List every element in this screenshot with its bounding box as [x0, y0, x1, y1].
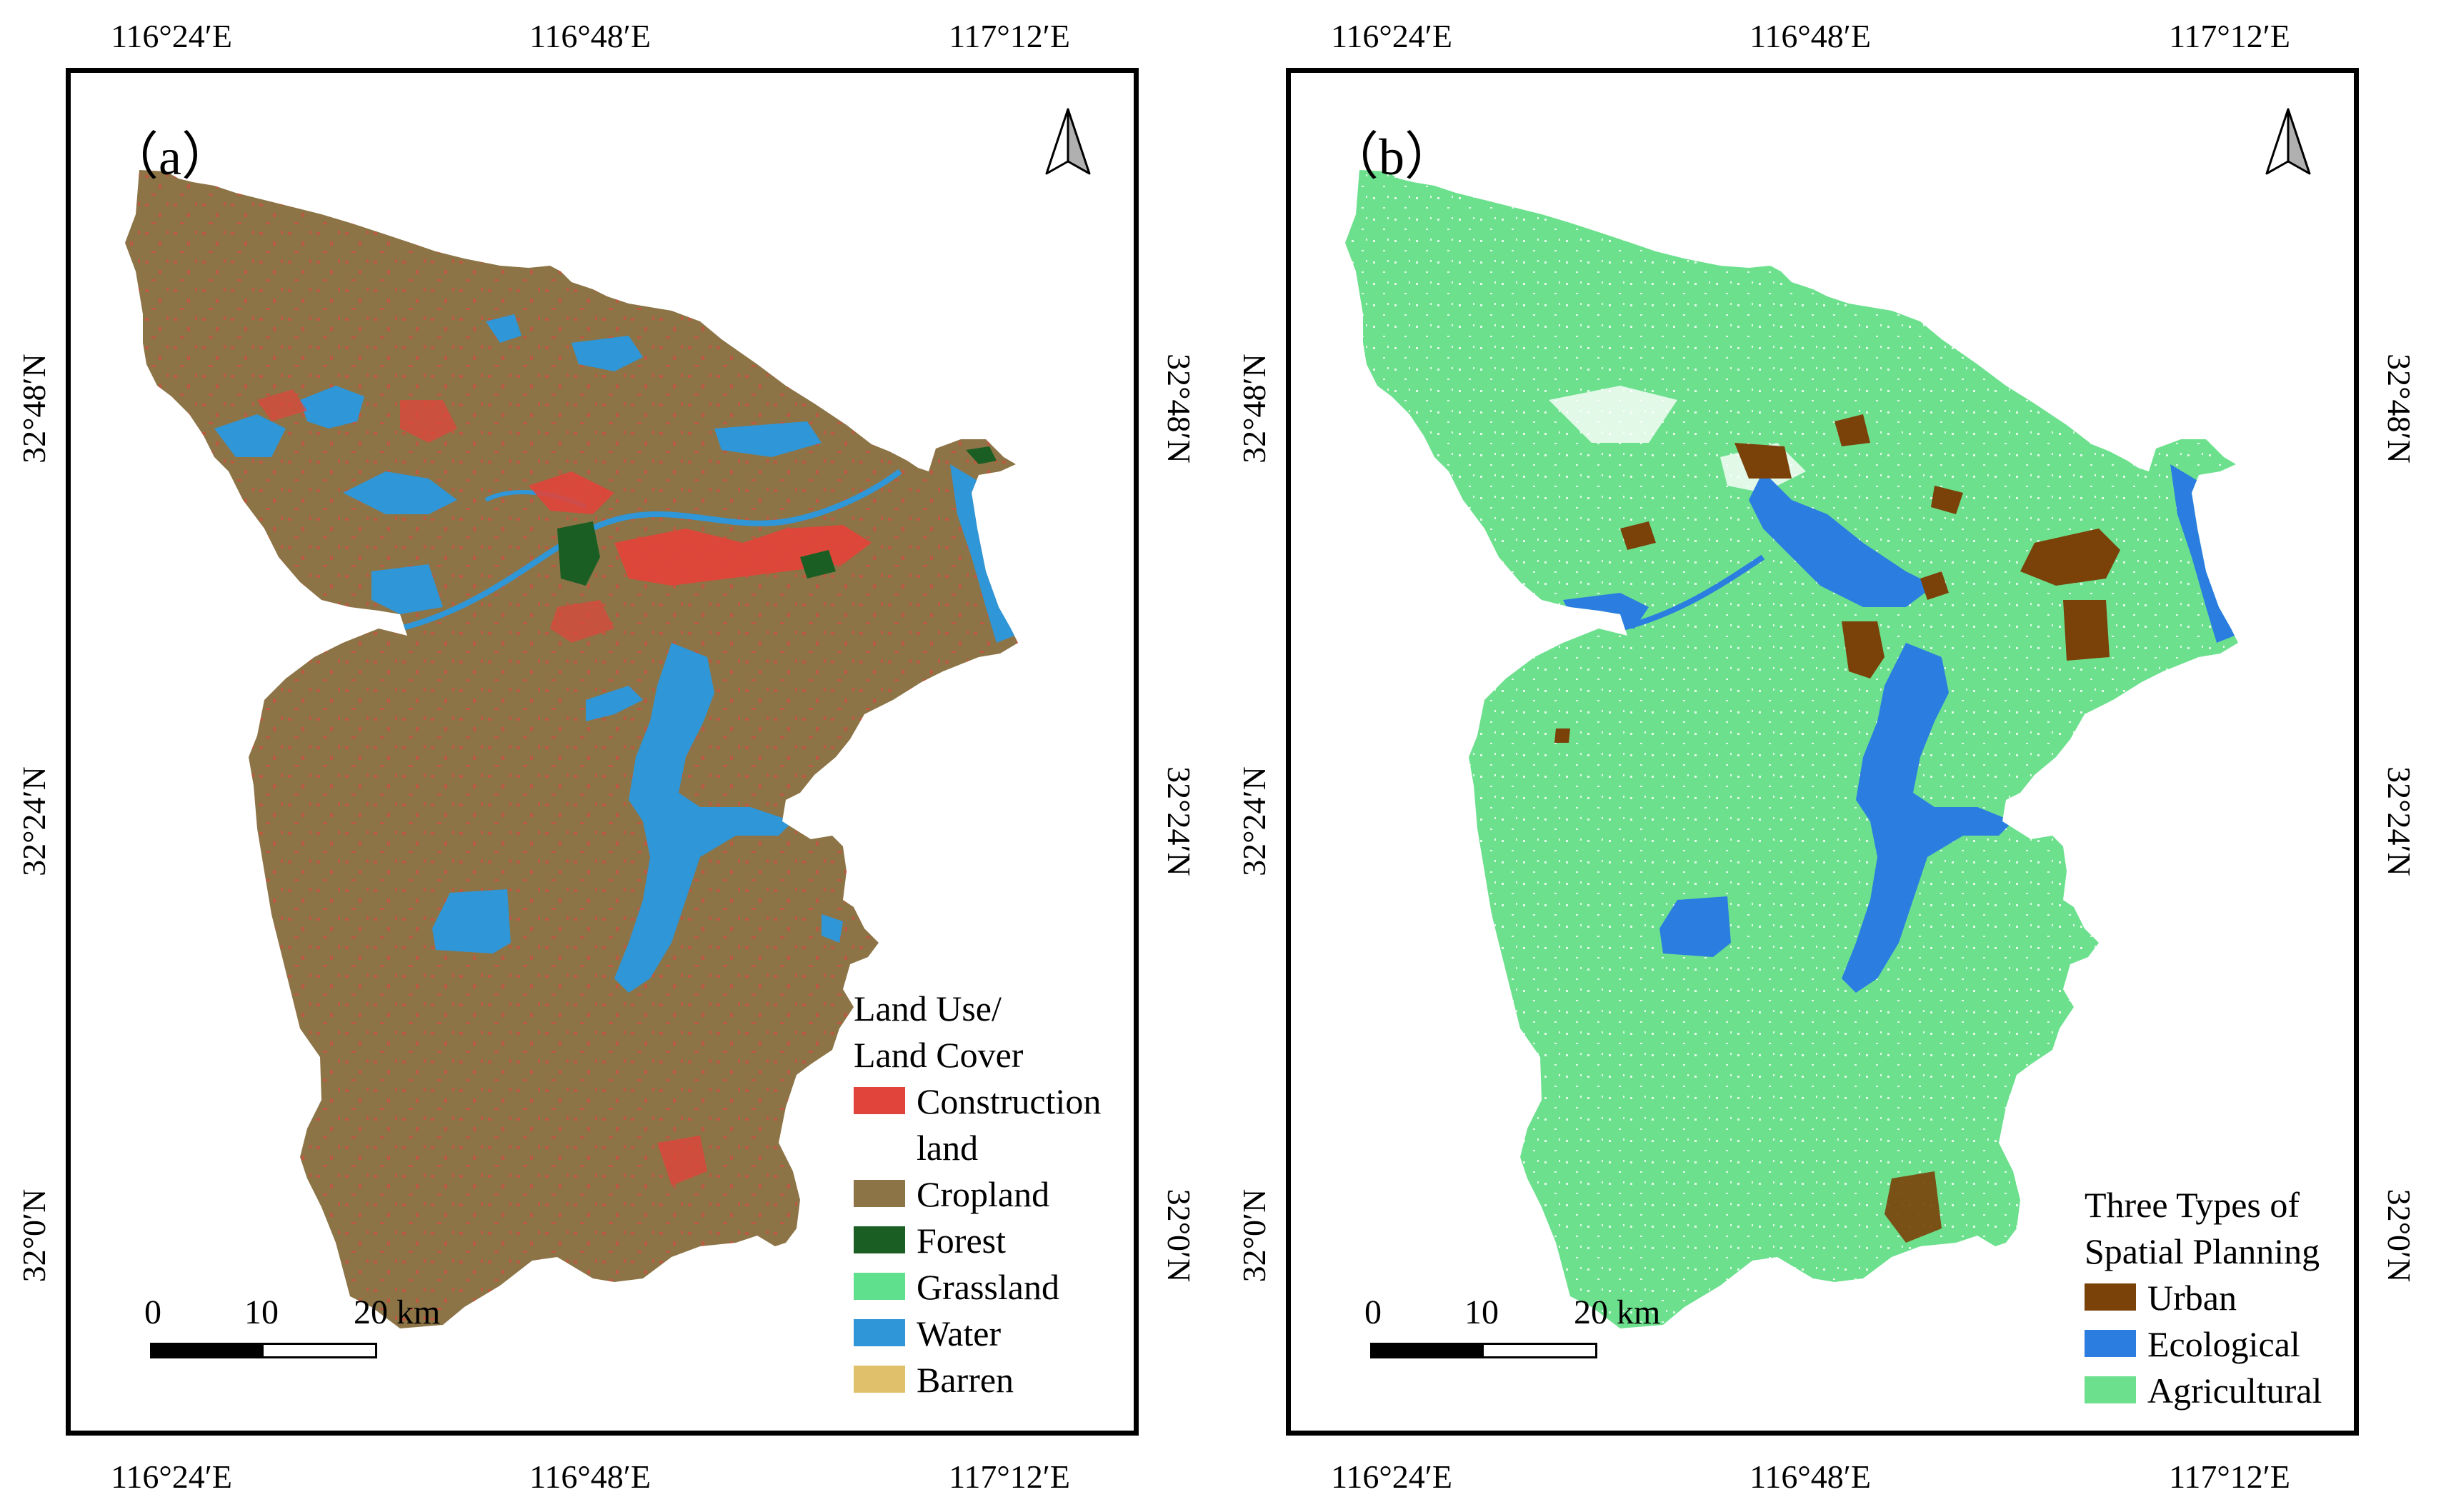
legend-label: Urban	[2147, 1278, 2237, 1318]
legend-a: Land Use/ Land Cover Construction land C…	[854, 986, 1101, 1403]
legend-swatch	[854, 1366, 905, 1393]
legend-swatch	[854, 1180, 905, 1207]
map-panel-a: 116°24′E 116°48′E 117°12′E 116°24′E 116°…	[0, 0, 1220, 1512]
lon-tick-bottom-1: 116°24′E	[111, 1458, 232, 1495]
legend-item-cropland: Cropland	[854, 1171, 1101, 1218]
legend-title-line2: Land Cover	[854, 1035, 1024, 1075]
legend-label: Ecological	[2147, 1324, 2300, 1364]
lon-tick-bottom-2: 116°48′E	[529, 1458, 651, 1495]
legend-title-line1: Land Use/	[854, 988, 1002, 1028]
lon-tick-bottom-1: 116°24′E	[1331, 1458, 1452, 1495]
spatial-planning-map	[1345, 170, 2238, 1328]
legend-label: Barren	[917, 1360, 1014, 1400]
scale-label-10: 10	[244, 1293, 279, 1331]
legend-item-grassland: Grassland	[854, 1264, 1101, 1311]
lon-tick-top-1: 116°24′E	[1331, 18, 1452, 54]
legend-b: Three Types of Spatial Planning Urban Ec…	[2085, 1182, 2322, 1414]
legend-title-line2: Spatial Planning	[2085, 1231, 2320, 1271]
legend-label: Forest	[917, 1221, 1006, 1261]
legend-label: Water	[917, 1313, 1002, 1353]
map-panel-b: 116°24′E 116°48′E 117°12′E 116°24′E 116°…	[1220, 0, 2440, 1512]
legend-label: Agricultural	[2147, 1371, 2322, 1411]
legend-swatch	[2085, 1376, 2136, 1403]
scale-label-20: 20 km	[354, 1293, 441, 1331]
legend-item-water: Water	[854, 1311, 1101, 1357]
lon-tick-bottom-3: 117°12′E	[949, 1458, 1070, 1495]
scale-label-0: 0	[144, 1293, 161, 1331]
legend-label: Construction	[917, 1081, 1102, 1121]
legend-item-barren: Barren	[854, 1357, 1101, 1403]
scale-label-20: 20 km	[1574, 1293, 1661, 1331]
lon-tick-top-1: 116°24′E	[111, 18, 232, 54]
lon-tick-bottom-2: 116°48′E	[1749, 1458, 1871, 1495]
legend-label: Grassland	[917, 1267, 1059, 1307]
scale-label-0: 0	[1364, 1293, 1382, 1331]
scale-label-10: 10	[1464, 1293, 1499, 1331]
scale-bar-graphic	[1370, 1343, 1597, 1358]
north-arrow-icon	[1045, 108, 1091, 175]
north-arrow-icon	[2265, 108, 2311, 175]
legend-label: Cropland	[917, 1174, 1050, 1214]
legend-swatch	[854, 1319, 905, 1346]
legend-swatch	[2085, 1283, 2136, 1311]
legend-item-agricultural: Agricultural	[2085, 1368, 2322, 1414]
lon-tick-top-3: 117°12′E	[949, 18, 1070, 54]
lon-tick-top-3: 117°12′E	[2169, 18, 2290, 54]
legend-swatch	[2085, 1330, 2136, 1357]
legend-title-line1: Three Types of	[2085, 1185, 2300, 1225]
legend-label-cont: land	[917, 1128, 979, 1168]
lon-tick-bottom-3: 117°12′E	[2169, 1458, 2290, 1495]
panel-label-a: （a）	[107, 129, 233, 186]
legend-item-construction: Construction land	[854, 1078, 1101, 1171]
legend-swatch	[854, 1273, 905, 1300]
legend-swatch	[854, 1226, 905, 1253]
legend-item-urban: Urban	[2085, 1275, 2322, 1321]
legend-item-forest: Forest	[854, 1218, 1101, 1264]
land-cover-map	[125, 170, 1018, 1328]
lon-tick-top-2: 116°48′E	[1749, 18, 1871, 54]
scale-bar-graphic	[150, 1343, 377, 1358]
panel-label-b: （b）	[1327, 129, 1457, 186]
lon-tick-top-2: 116°48′E	[529, 18, 651, 54]
legend-item-ecological: Ecological	[2085, 1321, 2322, 1368]
legend-swatch	[854, 1087, 905, 1114]
